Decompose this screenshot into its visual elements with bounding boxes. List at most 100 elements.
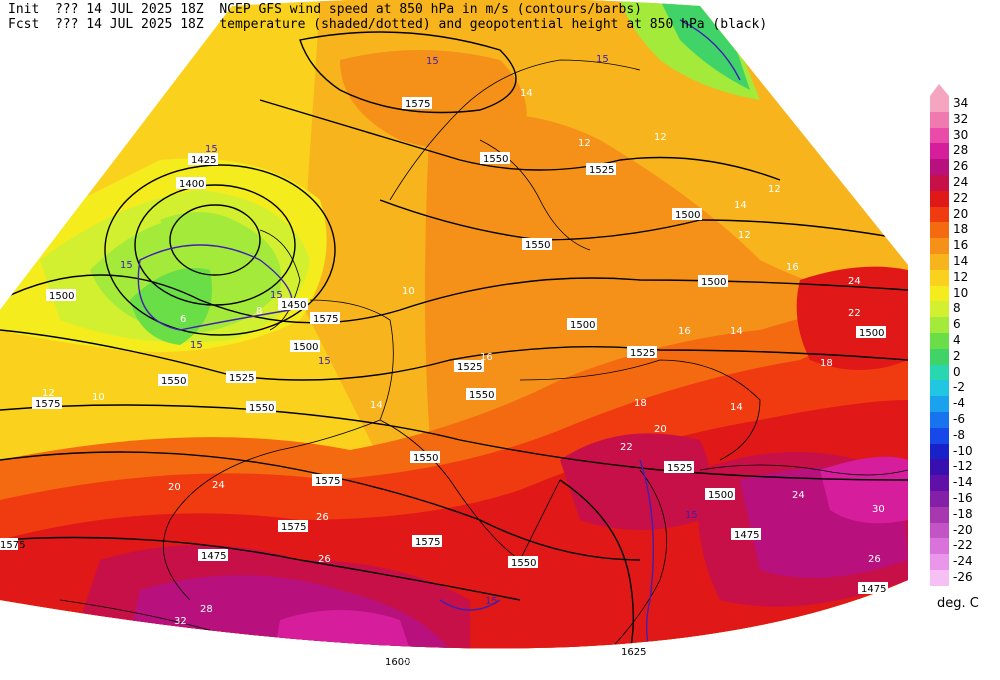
colorbar-label: -20 [953, 522, 973, 537]
svg-text:1500: 1500 [675, 210, 700, 221]
temp-label: 18 [634, 398, 647, 409]
svg-text:1525: 1525 [667, 463, 692, 474]
wind-label: 15 [685, 510, 698, 521]
height-label: 1525 [586, 163, 616, 176]
colorbar-swatch [930, 570, 949, 587]
colorbar-label: -18 [953, 506, 973, 521]
colorbar-unit: deg. C [937, 596, 979, 611]
wind-label: 15 [318, 356, 331, 367]
svg-text:1500: 1500 [293, 342, 318, 353]
colorbar-label: -10 [953, 443, 973, 458]
height-label: 1425 [188, 153, 218, 166]
height-label: 1525 [226, 371, 256, 384]
svg-text:1600: 1600 [385, 657, 410, 668]
height-label: 1525 [627, 346, 657, 359]
wind-label: 15 [270, 290, 283, 301]
wind-label: 15 [205, 144, 218, 155]
svg-text:1550: 1550 [511, 558, 536, 569]
colorbar-label: 2 [953, 348, 961, 363]
height-label: 1575 [310, 312, 340, 325]
colorbar-label: -26 [953, 570, 973, 584]
svg-text:1575: 1575 [35, 399, 60, 410]
svg-text:1500: 1500 [49, 291, 74, 302]
svg-text:1500: 1500 [570, 320, 595, 331]
colorbar-label: 18 [953, 222, 969, 237]
svg-text:1525: 1525 [630, 348, 655, 359]
colorbar-arrow-icon [930, 84, 949, 96]
svg-text:1550: 1550 [413, 453, 438, 464]
height-labels: 1575 1550 1425 1400 1500 1525 1550 1500 … [0, 97, 888, 668]
colorbar-label: 34 [953, 96, 969, 110]
colorbar-label: 14 [953, 254, 969, 268]
colorbar-swatch [930, 380, 949, 397]
height-label: 1575 [312, 474, 342, 487]
svg-text:1450: 1450 [281, 300, 306, 311]
colorbar-label: 24 [953, 175, 969, 189]
svg-text:1575: 1575 [281, 522, 306, 533]
colorbar-label: 22 [953, 190, 969, 205]
temp-label: 24 [792, 490, 805, 501]
colorbar-label: -16 [953, 491, 973, 505]
height-label: 1450 [278, 298, 308, 311]
colorbar-swatch [930, 348, 949, 366]
temp-label: 14 [730, 326, 743, 337]
temp-label: 28 [200, 604, 213, 615]
colorbar-label: 30 [953, 127, 969, 142]
colorbar-label: -6 [953, 412, 965, 426]
height-label: 1500 [567, 318, 597, 331]
svg-text:1525: 1525 [457, 362, 482, 373]
temp-label: 8 [256, 306, 262, 317]
svg-text:1550: 1550 [161, 376, 186, 387]
temp-label: 6 [180, 314, 186, 325]
height-label: 1550 [480, 152, 510, 165]
height-label: 1475 [198, 549, 228, 562]
coastlines [59, 59, 908, 649]
colorbar-swatch [930, 554, 949, 571]
height-label: 1550 [246, 401, 276, 414]
colorbar-swatch [930, 175, 949, 192]
height-contours [0, 31, 908, 649]
temp-label: 12 [578, 138, 591, 149]
temp-label: 16 [678, 326, 691, 337]
fcst-time: ??? 14 JUL 2025 18Z [54, 17, 204, 32]
temp-label: 20 [654, 424, 667, 435]
temp-label: 14 [370, 400, 383, 411]
colorbar-label: 0 [953, 364, 961, 379]
temperature-labels: 14 12 10 12 14 16 14 12 10 8 6 12 14 16 … [42, 88, 885, 669]
temp-label: 26 [868, 554, 881, 565]
svg-text:1575: 1575 [313, 314, 338, 325]
colorbar-swatch [930, 190, 949, 208]
wind-contours [137, 19, 741, 649]
wind-labels: 15 15 15 15 15 15 15 15 15 [120, 54, 698, 607]
height-label: 1625 [618, 645, 648, 658]
colorbar-label: 28 [953, 143, 969, 158]
temp-label: 20 [168, 482, 181, 493]
colorbar-swatch [930, 127, 949, 144]
height-label: 1550 [410, 451, 440, 464]
colorbar-swatch [930, 475, 949, 492]
svg-text:1425: 1425 [191, 155, 216, 166]
colorbar-swatch [930, 443, 949, 460]
svg-text:1575: 1575 [405, 99, 430, 110]
colorbar-label: -2 [953, 380, 965, 395]
colorbar-swatch [930, 159, 949, 176]
height-label: 1525 [454, 360, 484, 373]
height-label: 1525 [664, 461, 694, 474]
wind-label: 15 [426, 56, 439, 67]
height-label: 1500 [290, 340, 320, 353]
svg-text:1400: 1400 [179, 179, 204, 190]
temp-label: 16 [786, 262, 799, 273]
height-label: 1575 [278, 520, 308, 533]
svg-text:1575: 1575 [0, 540, 25, 551]
colorbar-label: 8 [953, 301, 961, 316]
temp-label: 28 [402, 658, 415, 669]
height-label: 1475 [731, 528, 761, 541]
height-label: 1575 [0, 538, 25, 551]
height-label: 1575 [402, 97, 432, 110]
colorbar-label: 10 [953, 285, 969, 300]
colorbar-label: 32 [953, 111, 969, 126]
colorbar-swatch [930, 238, 949, 255]
svg-text:1475: 1475 [201, 551, 226, 562]
colorbar-label: -24 [953, 554, 973, 569]
